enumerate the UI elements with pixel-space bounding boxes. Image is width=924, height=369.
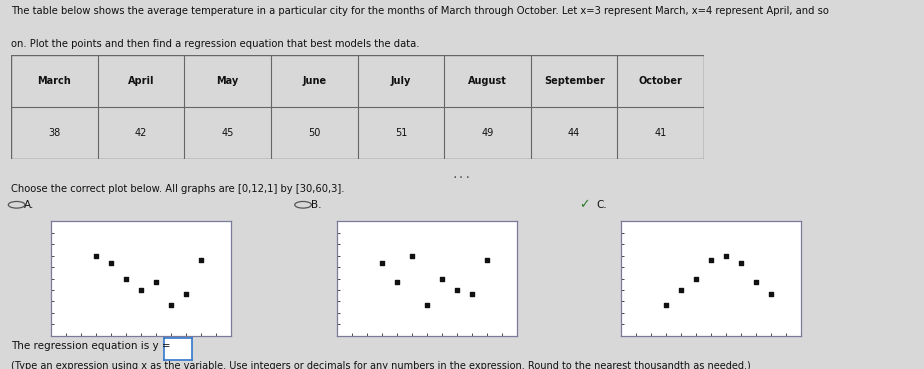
Text: The table below shows the average temperature in a particular city for the month: The table below shows the average temper… [11, 6, 829, 15]
Text: March: March [38, 76, 71, 86]
Point [450, 287, 465, 293]
Point [405, 253, 419, 259]
Point [149, 279, 164, 285]
Text: July: July [391, 76, 411, 86]
Point [763, 291, 778, 297]
Text: 42: 42 [135, 128, 147, 138]
Point [419, 302, 435, 308]
Point [435, 276, 450, 282]
Text: May: May [216, 76, 238, 86]
Point [734, 261, 748, 266]
Point [133, 287, 148, 293]
Text: Choose the correct plot below. All graphs are [0,12,1] by [30,60,3].: Choose the correct plot below. All graph… [11, 184, 345, 194]
Text: B.: B. [311, 200, 322, 210]
Text: 41: 41 [654, 128, 667, 138]
Text: September: September [544, 76, 604, 86]
Text: ...: ... [452, 170, 472, 180]
Point [118, 276, 133, 282]
Point [704, 256, 719, 262]
Text: C.: C. [596, 200, 607, 210]
Point [688, 276, 703, 282]
Point [103, 261, 118, 266]
Text: A.: A. [24, 200, 34, 210]
Point [178, 291, 193, 297]
Text: ✓: ✓ [579, 198, 590, 211]
Point [465, 291, 480, 297]
Point [390, 279, 405, 285]
Text: on. Plot the points and then find a regression equation that best models the dat: on. Plot the points and then find a regr… [11, 39, 419, 49]
Text: 51: 51 [395, 128, 407, 138]
Point [194, 256, 209, 262]
Point [164, 302, 178, 308]
Text: October: October [638, 76, 683, 86]
Point [674, 287, 688, 293]
Point [480, 256, 495, 262]
Text: 49: 49 [481, 128, 493, 138]
Text: August: August [468, 76, 507, 86]
Point [89, 253, 103, 259]
Text: 50: 50 [308, 128, 321, 138]
Text: 45: 45 [222, 128, 234, 138]
Point [748, 279, 763, 285]
Point [719, 253, 734, 259]
Text: 44: 44 [568, 128, 580, 138]
Text: The regression equation is y =: The regression equation is y = [11, 341, 171, 351]
Text: June: June [302, 76, 326, 86]
Point [659, 302, 674, 308]
Point [375, 261, 390, 266]
Text: (Type an expression using x as the variable. Use integers or decimals for any nu: (Type an expression using x as the varia… [11, 361, 751, 369]
Text: 38: 38 [48, 128, 61, 138]
Text: April: April [128, 76, 154, 86]
